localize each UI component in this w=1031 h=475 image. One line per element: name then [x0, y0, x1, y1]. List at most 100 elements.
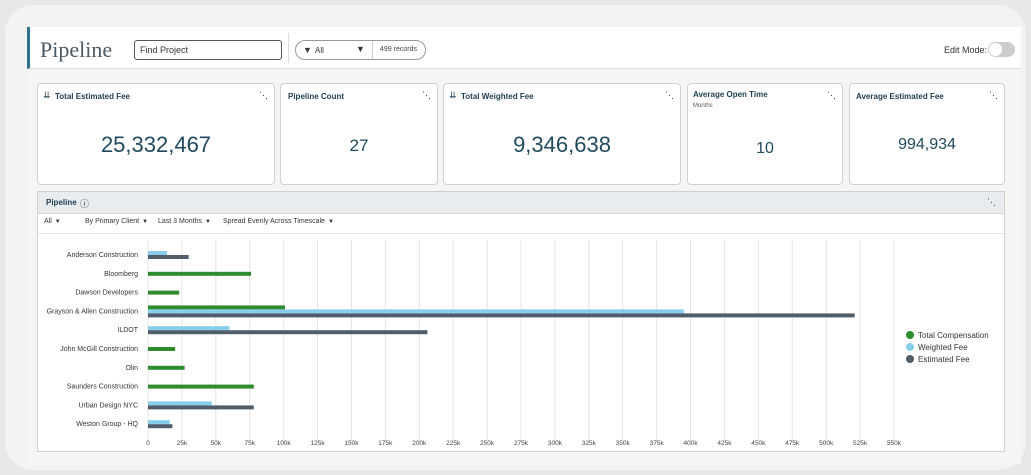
- x-tick-label: 525k: [853, 440, 868, 447]
- y-category-label: Weston Group - HQ: [76, 421, 138, 428]
- double-chevron-icon: ⇊: [43, 90, 51, 100]
- x-tick-label: 200k: [412, 440, 427, 447]
- x-tick-label: 275k: [514, 440, 529, 447]
- card-value: 27: [349, 136, 369, 155]
- card-title: Pipeline Count: [288, 92, 344, 101]
- search-input[interactable]: [134, 40, 282, 60]
- chevron-down-icon: ▼: [356, 44, 365, 54]
- x-tick-label: 225k: [446, 440, 461, 447]
- filter-dropdown-grouping[interactable]: By Primary Client ▼: [85, 218, 148, 225]
- y-category-label: ILDOT: [117, 327, 138, 334]
- expand-icon[interactable]: ⋱: [989, 90, 998, 100]
- bar: [148, 424, 173, 429]
- chevron-down-icon: ▼: [142, 219, 149, 225]
- filter-dropdown-spread[interactable]: Spread Evenly Across Timescale ▼: [223, 218, 334, 225]
- bar: [148, 290, 180, 295]
- card-value: 25,332,467: [100, 132, 212, 157]
- panel-header: Pipeline ⓘ ⋱: [38, 192, 1004, 214]
- filter-label: By Primary Client: [85, 218, 140, 225]
- pipeline-bar-chart: 0 25k 50k 75k 100k 125k 150k 175k 200k 225k 250k 27…: [47, 240, 902, 447]
- legend-swatch-estimated-fee: [906, 355, 914, 363]
- chevron-down-icon: ▼: [327, 219, 334, 225]
- expand-icon[interactable]: ⋱: [665, 90, 674, 100]
- kpi-card-average-estimated-fee: Average Estimated Fee ⋱ 994,934: [849, 83, 1005, 185]
- x-tick-label: 0: [146, 440, 150, 447]
- card-title: Total Estimated Fee: [55, 92, 130, 101]
- x-tick-label: 450k: [751, 440, 766, 447]
- filter-icon: ▼: [303, 45, 312, 55]
- bar: [148, 313, 855, 318]
- filter-dropdown-period[interactable]: Last 3 Months ▼: [158, 218, 211, 225]
- kpi-card-pipeline-count: Pipeline Count ⋱ 27: [280, 83, 438, 185]
- bar: [148, 347, 176, 351]
- panel-title: Pipeline: [46, 198, 77, 207]
- pipeline-chart-panel: Pipeline ⓘ ⋱ All ▼ By Primary Client ▼ Las…: [37, 191, 1005, 452]
- card-title: Average Open Time: [693, 90, 768, 99]
- card-value: 9,346,638: [513, 132, 611, 157]
- kpi-card-total-estimated-fee: ⇊ Total Estimated Fee ⋱ 25,332,467: [37, 83, 275, 185]
- y-category-label: Urban Design NYC: [78, 402, 138, 409]
- legend-label: Estimated Fee: [918, 355, 970, 364]
- toggle-knob: [989, 43, 1002, 56]
- bar: [148, 309, 684, 314]
- info-icon[interactable]: ⓘ: [80, 199, 90, 209]
- chart-legend: Total Compensation Weighted Fee Estimate…: [906, 331, 989, 367]
- x-tick-label: 400k: [683, 440, 698, 447]
- legend-swatch-total-compensation: [906, 331, 914, 339]
- x-tick-label: 550k: [887, 440, 902, 447]
- filter-dropdown[interactable]: ▼ All ▼ 499 records: [295, 40, 426, 60]
- bar: [148, 420, 170, 425]
- bar: [148, 401, 212, 406]
- x-tick-label: 100k: [277, 440, 292, 447]
- x-tick-label: 125k: [310, 440, 325, 447]
- expand-icon[interactable]: ⋱: [827, 90, 836, 100]
- x-tick-label: 250k: [480, 440, 495, 447]
- card-subtitle: Months: [693, 103, 713, 109]
- bar: [148, 305, 285, 310]
- bar: [148, 330, 428, 335]
- x-tick-label: 300k: [548, 440, 563, 447]
- x-tick-label: 175k: [378, 440, 393, 447]
- x-tick-label: 475k: [785, 440, 800, 447]
- x-tick-label: 75k: [244, 440, 255, 447]
- bar: [148, 271, 252, 276]
- expand-icon[interactable]: ⋱: [259, 90, 268, 100]
- expand-icon[interactable]: ⋱: [987, 197, 996, 207]
- filter-label: Spread Evenly Across Timescale: [223, 218, 325, 225]
- y-category-label: Dawson Developers: [75, 290, 138, 297]
- x-tick-label: 325k: [582, 440, 597, 447]
- y-category-label: Saunders Construction: [67, 384, 138, 391]
- double-chevron-icon: ⇊: [449, 90, 457, 100]
- x-tick-label: 425k: [717, 440, 732, 447]
- y-category-label: Bloomberg: [104, 271, 138, 278]
- expand-icon[interactable]: ⋱: [422, 90, 431, 100]
- bar: [148, 251, 167, 255]
- legend-label: Total Compensation: [918, 331, 989, 340]
- x-tick-label: 375k: [650, 440, 665, 447]
- bar: [148, 326, 230, 331]
- window-frame: Pipeline ▼ All ▼ 499 records Edit Mode: …: [5, 5, 1026, 470]
- filter-label: All: [44, 218, 52, 225]
- bar: [148, 384, 254, 389]
- bar: [148, 255, 189, 259]
- kpi-card-average-open-time: Average Open Time Months ⋱ 10: [687, 83, 843, 185]
- chevron-down-icon: ▼: [204, 219, 211, 225]
- divider: [372, 41, 373, 59]
- divider: [288, 33, 289, 63]
- edit-mode-toggle[interactable]: [988, 42, 1015, 57]
- filter-dropdown-scope[interactable]: All ▼: [44, 218, 61, 225]
- bar: [148, 405, 254, 410]
- app-container: Pipeline ▼ All ▼ 499 records Edit Mode: …: [27, 27, 1021, 464]
- y-category-label: Anderson Construction: [67, 252, 138, 259]
- filter-value: All: [315, 46, 324, 55]
- legend-swatch-weighted-fee: [906, 343, 914, 351]
- record-count: 499 records: [380, 46, 417, 53]
- edit-mode-label: Edit Mode:: [944, 45, 988, 55]
- x-tick-label: 350k: [616, 440, 631, 447]
- x-tick-label: 150k: [344, 440, 359, 447]
- y-category-label: Grayson & Allen Construction: [47, 308, 139, 315]
- bar: [148, 365, 185, 370]
- chevron-down-icon: ▼: [54, 219, 61, 225]
- x-tick-label: 500k: [819, 440, 834, 447]
- card-title: Average Estimated Fee: [856, 92, 944, 101]
